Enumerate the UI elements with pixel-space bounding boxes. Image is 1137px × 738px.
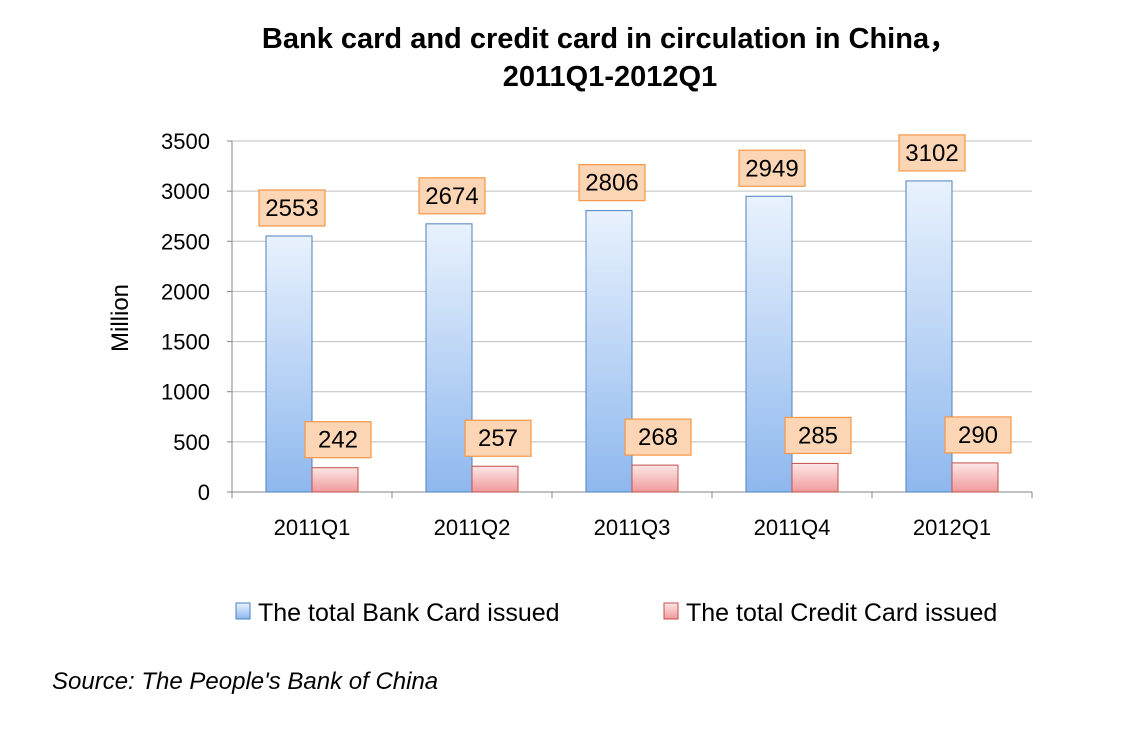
data-label-box — [944, 416, 1012, 454]
bars — [265, 180, 999, 493]
data-label: 257 — [478, 425, 518, 452]
y-tick-label: 1000 — [161, 380, 210, 405]
y-axis-label: Million — [107, 284, 134, 352]
bar-bank-card — [745, 195, 793, 493]
x-tick-label: 2011Q4 — [754, 515, 831, 540]
data-label-box — [418, 177, 486, 215]
legend-swatch — [235, 602, 251, 620]
data-label: 268 — [638, 424, 678, 451]
legend-swatch — [663, 602, 679, 620]
bar-bank-card — [265, 235, 313, 493]
data-labels: 2553 242 2674 257 2806 268 2949 285 3102 290 — [258, 134, 1012, 459]
data-label: 242 — [318, 427, 358, 454]
data-label-box — [738, 149, 806, 187]
x-tick-label: 2012Q1 — [913, 515, 991, 540]
legend-label: The total Bank Card issued — [258, 599, 560, 627]
chart-title-line-1: Bank card and credit card in circulation… — [261, 23, 959, 55]
data-label: 2949 — [745, 155, 798, 182]
data-label-box — [624, 418, 692, 456]
y-tick-label: 500 — [173, 430, 210, 455]
y-tick-label: 0 — [198, 480, 210, 505]
bar-credit-card — [631, 464, 679, 493]
data-label: 290 — [958, 422, 998, 449]
data-label-box — [464, 419, 532, 457]
data-label-box — [898, 134, 966, 172]
data-label: 2553 — [265, 195, 318, 222]
y-tick-label: 2500 — [161, 229, 210, 254]
source-note: Source: The People's Bank of China — [52, 668, 439, 695]
bar-bank-card — [585, 210, 633, 493]
chart-title: Bank card and credit card in circulation… — [110, 20, 1110, 96]
data-label: 2806 — [585, 170, 638, 197]
data-label-box — [258, 189, 326, 227]
bar-credit-card — [951, 462, 999, 493]
y-tick-label: 3000 — [161, 179, 210, 204]
bar-credit-card — [791, 462, 839, 493]
x-tick-label: 2011Q3 — [594, 515, 671, 540]
data-label-box — [784, 416, 852, 455]
x-tick-label: 2011Q1 — [274, 515, 351, 540]
data-label: 285 — [798, 422, 838, 449]
data-label: 3102 — [905, 140, 958, 167]
y-tick-label: 1500 — [161, 330, 210, 355]
bar-credit-card — [311, 467, 359, 493]
y-tick-label: 2000 — [161, 279, 210, 304]
bar-bank-card — [905, 180, 953, 493]
y-tick-label: 3500 — [161, 129, 210, 154]
legend: The total Bank Card issued The total Cred… — [235, 599, 997, 627]
legend-label: The total Credit Card issued — [686, 599, 997, 627]
x-tick-label: 2011Q2 — [434, 515, 511, 540]
axes: 0 500 1000 1500 2000 2500 3000 3500 2011Q1 2011Q2… — [161, 129, 1033, 540]
data-label: 2674 — [425, 183, 478, 210]
bar-credit-card — [471, 465, 519, 493]
data-label-box — [304, 421, 372, 459]
chart-title-line-2: 2011Q1-2012Q1 — [502, 61, 718, 93]
data-label-box — [578, 163, 646, 202]
bar-bank-card — [425, 223, 473, 493]
